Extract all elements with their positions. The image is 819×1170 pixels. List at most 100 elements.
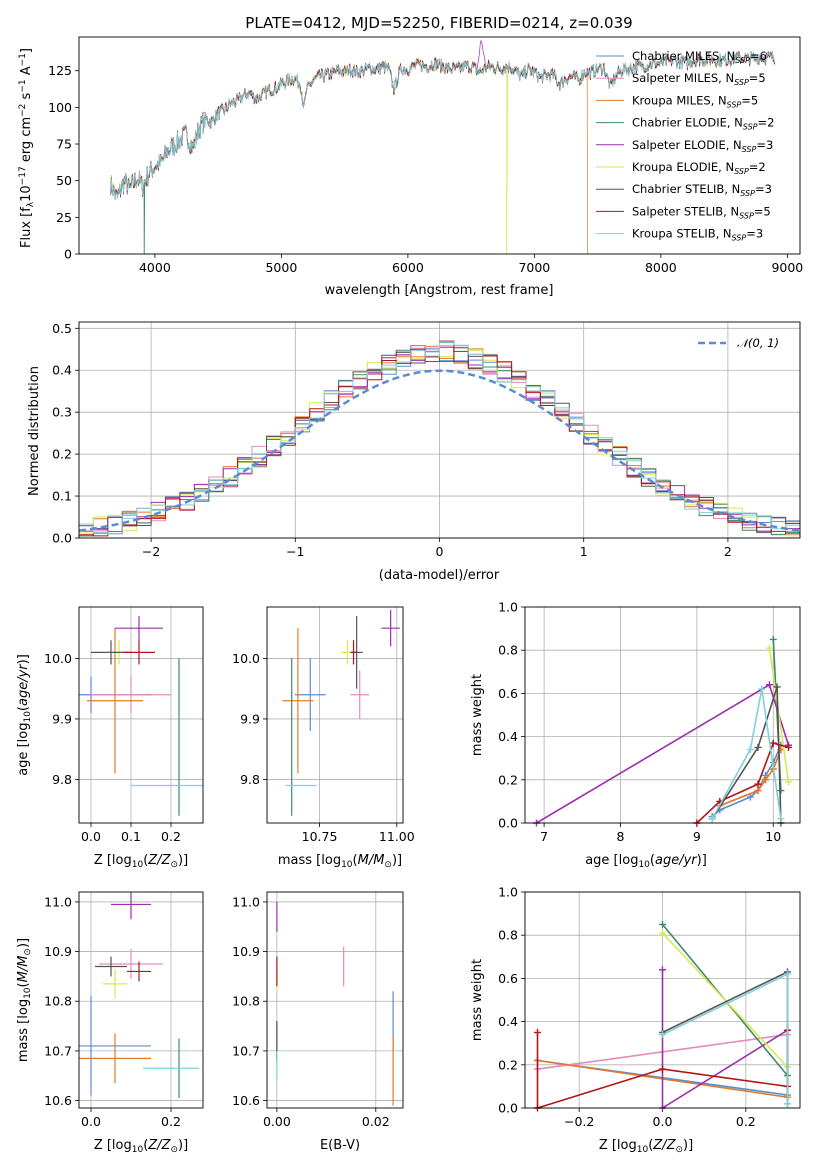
legend-label-salpeter-elodie: Salpeter ELODIE, NSSP=3 bbox=[632, 138, 773, 154]
y-tick-label: 10.7 bbox=[232, 1043, 260, 1058]
errorbar-salpeter-elodie bbox=[111, 892, 151, 920]
errorbar-chabrier-miles bbox=[79, 996, 151, 1096]
x-tick-label: 0.2 bbox=[161, 1114, 181, 1129]
axes-frame bbox=[524, 891, 801, 1109]
y-tick-label: 0.8 bbox=[498, 643, 518, 658]
x-tick-label: 0.2 bbox=[736, 1114, 756, 1129]
z-mass-panel: 0.0 0.2 10.6 10.7 10.8 10.9 11.0 Z [log10(Z/Z⊙… bbox=[16, 891, 204, 1155]
y-tick-label: 1.0 bbox=[498, 885, 518, 900]
y-tick-label: 9.8 bbox=[240, 772, 260, 787]
y-tick-label: 0.0 bbox=[498, 816, 518, 831]
x-tick-label: 0.0 bbox=[81, 1114, 101, 1129]
x-tick-label: 5000 bbox=[265, 260, 297, 275]
y-tick-label: 10.9 bbox=[232, 944, 260, 959]
histogram-chabrier-stelib bbox=[79, 347, 800, 533]
weight-marker-chabrier-elodie bbox=[659, 920, 666, 928]
weight-marker-salpeter-stelib bbox=[754, 780, 762, 788]
mass-age-plot-area: 10.75 11.00 9.8 9.9 10.0 bbox=[232, 606, 415, 844]
spectrum-plot-area: 4000 5000 6000 7000 8000 9000 0 25 50 75 100 125 bbox=[48, 36, 803, 275]
y-tick-label: 11.0 bbox=[232, 894, 260, 909]
x-tick-label: 0.02 bbox=[362, 1114, 390, 1129]
legend-label-chabrier-elodie: Chabrier ELODIE, NSSP=2 bbox=[632, 116, 774, 132]
y-tick-label: 10.6 bbox=[232, 1093, 260, 1108]
errorbar-kroupa-elodie bbox=[103, 968, 127, 999]
weight-marker-kroupa-stelib bbox=[777, 815, 785, 823]
legend-label-kroupa-miles: Kroupa MILES, NSSP=5 bbox=[632, 93, 758, 109]
z-mass-x-label: Z [log10(Z/Z⊙)] bbox=[94, 1138, 188, 1155]
y-tick-label: 0.0 bbox=[498, 1101, 518, 1116]
errorbar-kroupa-miles bbox=[79, 1033, 151, 1084]
errorbar-salpeter-stelib bbox=[127, 961, 151, 982]
weight-marker-chabrier-elodie bbox=[769, 635, 777, 643]
weight-line-kroupa-elodie bbox=[661, 932, 789, 1068]
y-tick-label: 0.0 bbox=[52, 531, 72, 546]
weight-marker-kroupa-miles bbox=[762, 776, 770, 784]
y-tick-label: 0.2 bbox=[498, 772, 518, 787]
y-tick-label: 0.6 bbox=[498, 686, 518, 701]
y-tick-label: 0.4 bbox=[52, 363, 72, 378]
weight-line-salpeter-elodie bbox=[536, 683, 790, 823]
y-tick-label: 0.3 bbox=[52, 405, 72, 420]
x-tick-label: 2 bbox=[724, 544, 732, 559]
x-tick-label: 6000 bbox=[392, 260, 424, 275]
weight-line-salpeter-stelib bbox=[696, 742, 789, 823]
x-tick-label: 9 bbox=[693, 829, 701, 844]
z-mass-y-label: mass [log10(M/M⊙)] bbox=[16, 938, 33, 1062]
y-tick-label: 0.5 bbox=[52, 321, 72, 336]
y-tick-label: 0.6 bbox=[498, 971, 518, 986]
x-tick-label: 10.75 bbox=[302, 829, 338, 844]
y-tick-label: 25 bbox=[56, 210, 72, 225]
residuals-x-label: (data-model)/error bbox=[379, 568, 500, 583]
x-tick-label: 0.0 bbox=[81, 829, 101, 844]
y-tick-label: 9.9 bbox=[240, 711, 260, 726]
y-tick-label: 10.6 bbox=[44, 1093, 72, 1108]
axes-frame bbox=[78, 891, 204, 1109]
weight-marker-kroupa-elodie bbox=[659, 929, 666, 937]
z-weight-y-label: mass weight bbox=[470, 959, 485, 1041]
y-tick-label: 10.0 bbox=[232, 651, 260, 666]
spectrum-y-label: Flux [fλ10−17 erg cm−2 s−1 A−1] bbox=[18, 48, 36, 248]
weight-marker-salpeter-stelib bbox=[785, 743, 793, 751]
y-tick-label: 0.2 bbox=[498, 1057, 518, 1072]
weight-marker-kroupa-stelib bbox=[758, 685, 766, 693]
age-weight-panel: 7 8 9 10 0.0 0.2 0.4 0.6 0.8 1.0 age [log10(age/y… bbox=[470, 600, 801, 870]
x-tick-label: −1 bbox=[286, 544, 304, 559]
weight-marker-salpeter-elodie bbox=[659, 966, 666, 974]
y-tick-label: 50 bbox=[56, 173, 72, 188]
weight-marker-kroupa-stelib bbox=[746, 746, 754, 754]
y-tick-label: 10.7 bbox=[44, 1043, 72, 1058]
legend-label-salpeter-miles: Salpeter MILES, NSSP=5 bbox=[632, 71, 766, 87]
ebv-mass-panel: 0.00 0.02 10.6 10.7 10.8 10.9 11.0 E(B-V) bbox=[232, 891, 404, 1153]
z-age-panel: 0.0 0.1 0.2 9.8 9.9 10.0 Z [log10(Z/Z⊙)] age … bbox=[16, 606, 204, 870]
x-tick-label: 9000 bbox=[771, 260, 803, 275]
errorbar-chabrier-stelib bbox=[95, 956, 127, 977]
y-tick-label: 75 bbox=[56, 137, 72, 152]
x-tick-label: 0 bbox=[436, 544, 444, 559]
y-tick-label: 0 bbox=[64, 247, 72, 262]
x-tick-label: 4000 bbox=[139, 260, 171, 275]
spectrum-line-kroupa-stelib bbox=[110, 51, 776, 200]
weight-marker-kroupa-stelib bbox=[659, 1031, 666, 1039]
z-weight-panel: −0.2 0.0 0.2 0.0 0.2 0.4 0.6 0.8 1.0 Z [log10(Z/… bbox=[470, 885, 801, 1155]
weight-marker-salpeter-elodie bbox=[765, 681, 773, 689]
legend-label-kroupa-stelib: Kroupa STELIB, NSSP=3 bbox=[632, 227, 763, 243]
x-tick-label: 0.0 bbox=[653, 1114, 673, 1129]
y-tick-label: 9.8 bbox=[52, 772, 72, 787]
residuals-plot-area: −2 −1 0 1 2 0.0 0.1 0.2 0.3 0.4 0.5 bbox=[52, 321, 801, 559]
x-tick-label: 0.1 bbox=[121, 829, 141, 844]
mass-age-panel: 10.75 11.00 9.8 9.9 10.0 mass [log10(M/M⊙)] bbox=[232, 606, 415, 870]
x-tick-label: 7 bbox=[540, 829, 548, 844]
x-tick-label: 8000 bbox=[645, 260, 677, 275]
histogram-kroupa-stelib bbox=[79, 341, 800, 535]
weight-line-kroupa-elodie bbox=[768, 647, 790, 783]
z-age-plot-area: 0.0 0.1 0.2 9.8 9.9 10.0 bbox=[44, 606, 204, 844]
age-weight-x-label: age [log10(age/yr)] bbox=[585, 853, 707, 870]
x-tick-label: 0.00 bbox=[263, 1114, 291, 1129]
x-tick-label: −0.2 bbox=[564, 1114, 594, 1129]
x-tick-label: 11.00 bbox=[379, 829, 415, 844]
weight-marker-chabrier-miles bbox=[746, 793, 754, 801]
mass-age-x-label: mass [log10(M/M⊙)] bbox=[278, 853, 402, 870]
axes-frame bbox=[266, 891, 404, 1109]
z-weight-x-label: Z [log10(Z/Z⊙)] bbox=[599, 1138, 693, 1155]
y-tick-label: 10.9 bbox=[44, 944, 72, 959]
